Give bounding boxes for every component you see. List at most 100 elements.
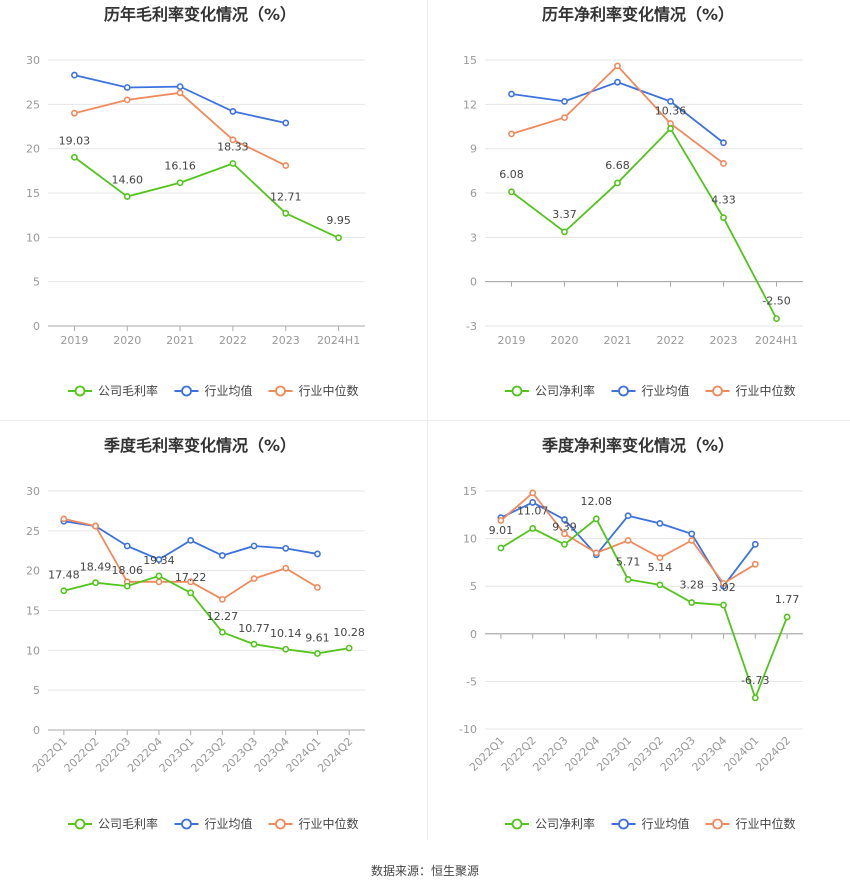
data-point <box>314 650 321 657</box>
data-label: 18.33 <box>217 140 249 153</box>
y-tick-label: 12 <box>463 98 477 111</box>
legend-marker <box>712 818 723 830</box>
y-tick-label: 15 <box>26 187 40 200</box>
data-point <box>123 84 131 91</box>
data-label: 9.95 <box>326 214 351 227</box>
legend-label: 行业中位数 <box>736 383 796 398</box>
data-point <box>508 90 515 98</box>
data-point <box>282 209 290 217</box>
x-tick-label: 2024H1 <box>755 334 798 347</box>
y-tick-label: 5 <box>470 580 477 593</box>
x-tick-label: 2024H1 <box>317 334 360 347</box>
data-point <box>123 542 131 550</box>
legend-marker <box>275 385 286 397</box>
legend-label: 公司毛利率 <box>98 383 158 398</box>
data-point <box>218 628 226 636</box>
data-label: 5.71 <box>616 555 641 568</box>
legend-label: 公司净利率 <box>535 383 595 398</box>
data-point <box>155 572 163 580</box>
data-point <box>592 515 600 523</box>
data-point <box>667 125 674 132</box>
chart-title: 季度净利率变化情况（%） <box>541 436 734 455</box>
data-label: 9.01 <box>489 524 514 537</box>
y-tick-label: 25 <box>26 98 40 111</box>
legend-marker <box>181 385 192 397</box>
data-point <box>497 517 505 524</box>
data-point <box>314 583 321 591</box>
data-point <box>218 552 226 559</box>
chart-1: 历年毛利率变化情况（%） 0 5 10 15 20 25 30 2019 2020 2021 2022… <box>26 5 365 398</box>
data-point <box>561 541 568 548</box>
x-tick-label: 2020 <box>113 334 141 347</box>
data-point <box>667 97 674 105</box>
data-point <box>751 694 759 702</box>
data-point <box>529 525 537 532</box>
data-point <box>688 599 696 606</box>
y-tick-label: 0 <box>33 320 40 333</box>
data-label: 18.49 <box>80 561 112 574</box>
data-point <box>508 188 515 196</box>
data-point <box>187 578 195 586</box>
y-tick-label: 0 <box>33 724 40 737</box>
legend-label: 行业中位数 <box>299 383 359 398</box>
data-point <box>497 544 505 552</box>
data-point <box>688 537 696 544</box>
data-point <box>229 136 237 144</box>
data-point <box>92 522 99 530</box>
data-label: 1.77 <box>775 593 800 606</box>
data-point <box>229 160 237 167</box>
y-tick-label: 0 <box>470 276 477 289</box>
data-source-footer: 数据来源：恒生聚源 <box>370 864 479 878</box>
legend-item-2: 行业均值 <box>174 816 253 831</box>
data-label: 19.03 <box>59 134 91 147</box>
data-label: 6.68 <box>605 159 630 172</box>
data-point <box>60 515 68 523</box>
chart-title: 历年净利率变化情况（%） <box>542 5 734 24</box>
y-tick-label: 10 <box>26 644 40 657</box>
y-tick-label: 15 <box>26 605 40 618</box>
data-point <box>751 540 759 548</box>
legend-label: 行业均值 <box>642 816 690 831</box>
data-point <box>282 645 290 653</box>
data-label: 12.71 <box>270 190 302 203</box>
legend-label: 行业中位数 <box>299 816 359 831</box>
series-line-3 <box>74 91 287 167</box>
data-point <box>71 109 78 117</box>
legend-item-3: 行业中位数 <box>705 383 796 398</box>
data-point <box>60 587 68 595</box>
data-point <box>176 89 184 97</box>
data-label: 10.77 <box>238 622 270 635</box>
data-label: 3.02 <box>711 581 736 594</box>
data-point <box>624 512 632 520</box>
data-point <box>720 579 727 587</box>
x-tick-label: 2024Q2 <box>753 734 793 774</box>
data-label: 5.14 <box>648 561 673 574</box>
data-label: -6.73 <box>741 674 769 687</box>
y-tick-label: 5 <box>33 276 40 289</box>
data-label: 17.48 <box>48 569 80 582</box>
y-tick-label: -10 <box>459 723 477 736</box>
chart-title: 历年毛利率变化情况（%） <box>104 5 296 24</box>
legend-item-2: 行业均值 <box>174 383 253 398</box>
data-point <box>529 499 537 506</box>
legend-label: 行业中位数 <box>736 816 796 831</box>
data-label: 16.16 <box>164 160 196 173</box>
data-point <box>92 579 99 587</box>
legend-item-1: 公司净利率 <box>505 816 595 831</box>
x-tick-label: 2019 <box>60 334 88 347</box>
y-tick-label: 10 <box>26 231 40 244</box>
data-point <box>561 530 568 538</box>
data-point <box>229 108 237 115</box>
data-point <box>282 119 290 127</box>
legend-marker <box>511 385 523 397</box>
data-label: 19.34 <box>143 554 175 567</box>
data-point <box>614 62 621 70</box>
data-point <box>656 581 664 589</box>
x-tick-label: 2021 <box>166 334 194 347</box>
legend-marker <box>618 818 629 830</box>
data-point <box>656 554 664 562</box>
data-point <box>123 193 131 200</box>
y-tick-label: 3 <box>470 231 477 244</box>
data-point <box>282 162 290 169</box>
